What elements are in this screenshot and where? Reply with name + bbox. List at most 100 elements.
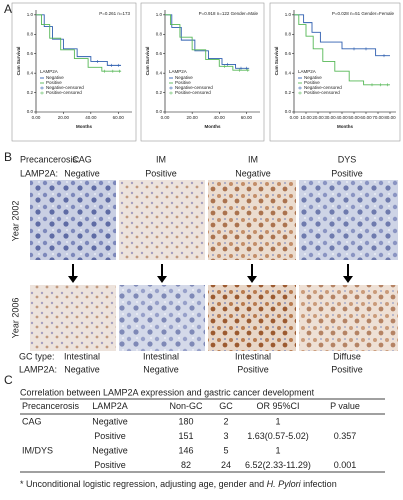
micrograph <box>30 180 116 260</box>
legend-label: Negative <box>304 75 322 80</box>
legend-title: LAMP2A <box>40 69 58 74</box>
table: Precancerosis LAMP2A Non-GC GC OR 95%CI P val… <box>22 401 360 470</box>
legend-label: Positive-censored <box>175 90 211 95</box>
table-cell: IM/DYS <box>22 445 53 455</box>
x-tick-label: 0.00 <box>161 115 170 120</box>
table-header: P value <box>330 401 360 411</box>
table-header: GC <box>219 401 233 411</box>
micrograph <box>299 285 398 351</box>
x-axis-label: Months <box>205 124 221 129</box>
y-tick-label: 0.2 <box>27 90 34 95</box>
precancerosis: CAG <box>72 154 92 164</box>
legend-label: Negative <box>175 75 193 80</box>
censor-mark <box>223 64 227 68</box>
gc-type: Diffuse <box>333 351 361 361</box>
y-tick-label: 0.8 <box>27 31 34 36</box>
plot-frame <box>11 2 137 142</box>
legend-label: Negative <box>46 75 64 80</box>
censor-mark <box>386 83 390 87</box>
annotation: P=0.918 n=122 Gender=Male <box>199 11 259 16</box>
table-cell: CAG <box>22 416 42 426</box>
x-tick-label: 20.00 <box>58 115 70 120</box>
survival-curve <box>165 14 250 69</box>
survival-curve <box>36 14 122 66</box>
y-tick-label: 0.8 <box>156 31 163 36</box>
header-label: LAMP2A: <box>20 168 58 178</box>
x-tick-label: 40.00 <box>336 115 348 120</box>
y-tick-label: 0.4 <box>27 70 34 75</box>
x-tick-label: 60.00 <box>113 115 125 120</box>
footnote: * Unconditional logistic regression, adj… <box>20 479 337 489</box>
x-axis-label: Months <box>337 124 353 129</box>
table-cell: Negative <box>92 416 128 426</box>
table-cell: 146 <box>178 445 193 455</box>
legend-swatch <box>169 86 173 90</box>
row-label: Year 2002 <box>10 201 20 242</box>
table-header: Non-GC <box>169 401 203 411</box>
footnote-text: infection <box>301 479 337 489</box>
x-tick-label: 10.00 <box>300 115 312 120</box>
x-tick-label: 40.00 <box>214 115 226 120</box>
plot-frame <box>269 2 401 142</box>
legend-title: LAMP2A <box>298 69 316 74</box>
x-tick-label: 30.00 <box>324 115 336 120</box>
table-cell: Negative <box>92 445 128 455</box>
lamp2a-2002: Negative <box>235 168 271 178</box>
plot-frame <box>140 2 265 142</box>
table-cell: 5 <box>223 445 228 455</box>
legend-label: Positive <box>46 80 62 85</box>
x-tick-label: 20.00 <box>312 115 324 120</box>
legend-title: LAMP2A <box>169 69 187 74</box>
precancerosis: IM <box>248 154 258 164</box>
x-tick-label: 0.00 <box>32 115 41 120</box>
lamp2a-2006: Negative <box>143 364 179 374</box>
table-header: LAMP2A <box>92 401 128 411</box>
censor-mark <box>111 69 115 73</box>
annotation: P=0.261 n=173 <box>99 11 130 16</box>
table-cell: 3 <box>223 431 228 441</box>
censor-mark <box>352 47 356 51</box>
legend-label: Positive <box>175 80 191 85</box>
y-tick-label: 0.0 <box>27 109 34 114</box>
table-cell: 1 <box>275 445 280 455</box>
y-tick-label: 1.0 <box>27 12 34 17</box>
micrograph <box>208 180 296 260</box>
lamp2a-2006: Positive <box>331 364 363 374</box>
x-tick-label: 40.00 <box>85 115 97 120</box>
censor-mark <box>364 47 368 51</box>
censor-mark <box>103 69 107 73</box>
survival-curve <box>294 14 390 57</box>
table-cell: 180 <box>178 416 193 426</box>
legend-swatch <box>169 91 173 95</box>
y-tick-label: 0.6 <box>285 51 292 56</box>
x-axis-label: Months <box>76 124 92 129</box>
legend-label: Negative-censored <box>304 85 342 90</box>
annotation: P=0.028 n=51 Gender=Female <box>332 11 395 16</box>
censor-mark <box>225 62 229 66</box>
y-tick-label: 0.8 <box>285 31 292 36</box>
y-tick-label: 1.0 <box>156 12 163 17</box>
x-tick-label: 70.00 <box>372 115 384 120</box>
precancerosis: DYS <box>338 154 357 164</box>
histology-labels: CAG Negative Intestinal Negative IM Positive I… <box>64 154 363 374</box>
legend-label: Negative-censored <box>46 85 84 90</box>
censor-mark <box>109 63 113 67</box>
y-tick-label: 0.4 <box>156 70 163 75</box>
lamp2a-2006: Positive <box>237 364 269 374</box>
survival-curve <box>36 14 122 72</box>
micrograph <box>30 285 116 351</box>
y-tick-label: 0.0 <box>285 109 292 114</box>
censor-mark <box>118 69 122 73</box>
table-cell: 151 <box>178 431 193 441</box>
footnote-italic: H. Pylori <box>267 479 302 489</box>
legend-swatch <box>40 86 44 90</box>
censor-mark <box>244 66 248 70</box>
micrograph <box>119 180 205 260</box>
table-cell: 1 <box>275 416 280 426</box>
legend-label: Positive-censored <box>46 90 82 95</box>
lamp2a-2002: Negative <box>64 168 100 178</box>
micrograph <box>119 285 205 351</box>
y-tick-label: 0.6 <box>27 51 34 56</box>
legend-swatch <box>40 91 44 95</box>
